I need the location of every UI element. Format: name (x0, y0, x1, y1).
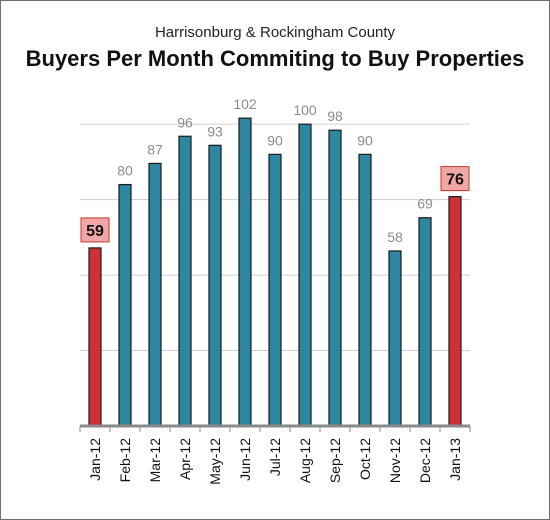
data-label: 80 (117, 163, 133, 179)
data-label: 90 (267, 132, 283, 148)
x-tick-label: Jul-12 (267, 438, 283, 476)
bar (268, 153, 282, 427)
bar (298, 123, 312, 427)
x-tick-label: May-12 (207, 438, 223, 485)
bar (418, 217, 432, 427)
x-tick-label: Apr-12 (177, 438, 193, 480)
data-label: 100 (293, 102, 317, 118)
x-tick-label: Oct-12 (357, 438, 373, 480)
data-label: 76 (446, 172, 464, 189)
data-label: 96 (177, 114, 193, 130)
bar (88, 247, 102, 427)
bar (148, 162, 162, 427)
data-label: 93 (207, 123, 223, 139)
chart-subtitle: Harrisonburg & Rockingham County (154, 24, 396, 41)
highlight-label-box (440, 166, 470, 192)
x-tick-label: Jan-12 (87, 438, 103, 481)
data-label: 58 (387, 229, 403, 245)
highlight-label-box (80, 217, 110, 243)
data-label: 69 (417, 196, 433, 212)
chart-title: Buyers Per Month Commiting to Buy Proper… (25, 46, 525, 71)
x-tick-label: Sep-12 (327, 438, 343, 483)
data-label: 90 (357, 132, 373, 148)
bar (358, 153, 372, 427)
x-tick-label: Jan-13 (447, 438, 463, 481)
bar (448, 196, 462, 427)
x-tick-label: Nov-12 (387, 438, 403, 483)
data-label: 102 (233, 96, 257, 112)
bar (208, 144, 222, 427)
data-label: 87 (147, 141, 163, 157)
data-label: 59 (86, 223, 104, 240)
x-tick-label: Feb-12 (117, 438, 133, 483)
bar (328, 129, 342, 427)
data-label: 98 (327, 108, 343, 124)
x-tick-label: Aug-12 (297, 438, 313, 483)
bar (178, 135, 192, 427)
x-tick-label: Jun-12 (237, 438, 253, 481)
bar (118, 183, 132, 427)
bar (238, 117, 252, 427)
bar (388, 250, 402, 427)
x-tick-label: Mar-12 (147, 438, 163, 483)
x-tick-label: Dec-12 (417, 438, 433, 483)
